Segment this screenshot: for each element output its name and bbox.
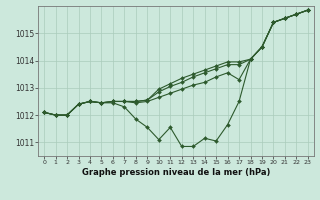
X-axis label: Graphe pression niveau de la mer (hPa): Graphe pression niveau de la mer (hPa) — [82, 168, 270, 177]
